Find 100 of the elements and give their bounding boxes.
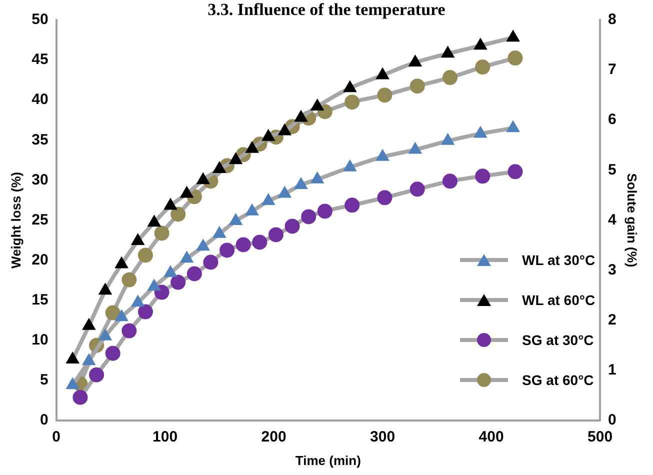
y2-tick-label: 8 xyxy=(608,11,616,28)
point xyxy=(474,38,487,50)
point xyxy=(170,206,186,222)
y-tick-label: 40 xyxy=(32,91,48,108)
point xyxy=(138,304,153,320)
point xyxy=(131,295,144,307)
point xyxy=(442,174,458,189)
y-tick-label: 15 xyxy=(32,291,48,308)
point xyxy=(475,168,490,184)
point xyxy=(122,323,137,338)
y2-tick-label: 7 xyxy=(608,61,616,78)
point xyxy=(278,186,292,198)
point xyxy=(377,88,392,103)
point xyxy=(154,226,170,241)
point xyxy=(236,237,251,252)
chart-title: 3.3. Influence of the temperature xyxy=(208,0,446,19)
point xyxy=(376,68,390,80)
point xyxy=(294,110,308,122)
point xyxy=(343,80,356,92)
y2-tick-label: 0 xyxy=(608,412,616,429)
y-tick-label: 20 xyxy=(32,251,48,268)
legend-label: SG at 30°C xyxy=(522,332,594,348)
point xyxy=(114,310,128,322)
point xyxy=(203,254,218,270)
point xyxy=(164,198,178,210)
point xyxy=(229,214,242,225)
point xyxy=(344,198,360,213)
y-axis-title: Weight loss (%) xyxy=(8,172,24,268)
x-axis-title: Time (min) xyxy=(295,452,361,468)
point xyxy=(138,248,153,263)
point xyxy=(186,266,202,282)
y-tick-label: 50 xyxy=(32,11,48,28)
legend-label: WL at 30°C xyxy=(522,252,596,268)
point xyxy=(294,177,308,189)
point xyxy=(301,209,316,224)
point xyxy=(148,215,161,227)
point xyxy=(441,133,454,145)
point xyxy=(343,160,356,172)
point xyxy=(317,204,332,219)
point xyxy=(82,354,96,366)
point xyxy=(131,234,144,246)
point xyxy=(245,204,259,216)
y-tick-label: 35 xyxy=(32,131,48,148)
point xyxy=(262,129,275,141)
legend-label: WL at 60°C xyxy=(522,292,596,308)
point xyxy=(245,141,259,153)
x-tick-label: 300 xyxy=(370,428,396,446)
point xyxy=(82,318,96,330)
point xyxy=(72,390,88,405)
point xyxy=(268,227,284,242)
point xyxy=(180,251,194,263)
y2-tick-label: 4 xyxy=(608,211,618,228)
point xyxy=(410,182,425,197)
y2-tick-label: 3 xyxy=(608,261,616,278)
point xyxy=(180,186,194,198)
y-tick-label: 0 xyxy=(40,412,48,429)
y-tick-label: 45 xyxy=(32,51,48,68)
point xyxy=(252,234,268,250)
point xyxy=(89,367,104,382)
point xyxy=(475,60,490,75)
point xyxy=(376,149,390,161)
x-tick-label: 0 xyxy=(52,428,60,446)
point xyxy=(278,124,292,136)
point xyxy=(506,30,520,42)
x-tick-label: 100 xyxy=(152,428,178,446)
point xyxy=(148,279,161,291)
point xyxy=(164,266,178,278)
point xyxy=(408,142,422,154)
y-tick-label: 10 xyxy=(32,331,48,348)
point xyxy=(508,164,523,180)
point xyxy=(66,352,80,364)
y2-tick-label: 5 xyxy=(608,161,616,178)
x-tick-label: 400 xyxy=(478,428,504,446)
point xyxy=(310,172,324,184)
point xyxy=(229,152,242,164)
point xyxy=(105,346,120,361)
point xyxy=(284,218,300,234)
point xyxy=(66,378,80,390)
x-tick-label: 200 xyxy=(261,428,286,446)
y2-axis-title: Solute gain (%) xyxy=(624,173,640,268)
point xyxy=(98,283,112,295)
y-tick-label: 30 xyxy=(32,171,48,188)
point xyxy=(122,272,137,288)
point xyxy=(262,193,275,205)
point xyxy=(506,120,520,132)
point xyxy=(220,242,235,258)
point xyxy=(170,274,186,290)
point xyxy=(474,126,487,138)
y2-tick-label: 1 xyxy=(608,361,616,378)
point xyxy=(410,78,425,94)
point xyxy=(196,172,210,184)
point xyxy=(212,226,226,238)
point xyxy=(508,50,523,66)
point xyxy=(212,161,226,173)
y-tick-label: 5 xyxy=(40,372,48,388)
point xyxy=(310,98,324,110)
y2-tick-label: 6 xyxy=(608,111,616,128)
x-tick-label: 500 xyxy=(588,428,613,446)
point xyxy=(377,190,392,206)
y-tick-label: 25 xyxy=(32,211,48,228)
